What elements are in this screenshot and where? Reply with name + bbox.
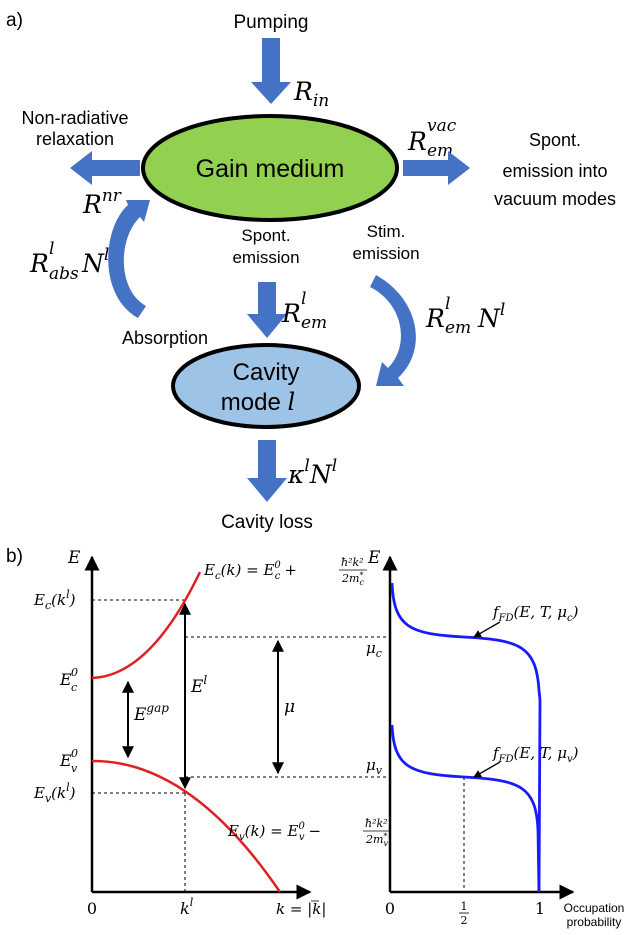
right-y-axis-label: E xyxy=(367,548,381,568)
nonrad-label-1: Non-radiative xyxy=(21,108,128,128)
fd-v-label: fFD(E, T, μv) xyxy=(492,744,579,765)
panel-a-label: a) xyxy=(6,10,23,31)
stim-em-label-1: Stim. xyxy=(367,222,406,241)
fd-curve-c xyxy=(390,582,542,701)
right-x-axis-label-2: probability xyxy=(567,915,622,929)
ev-equation: Ev(k) = E0 v − xyxy=(227,821,321,843)
right-x-half-num: 1 xyxy=(461,900,468,913)
mu-v-label: μv xyxy=(366,756,383,777)
panel-b-left: b) E El Egap μ Ec(kl) E0 c E0 v Ev(kl) Ec(… xyxy=(6,546,391,918)
spont-em-arrow xyxy=(247,282,287,338)
ev-frac-num: ħ²k² xyxy=(365,817,388,830)
ev-kl-label: Ev(kl) xyxy=(33,781,76,805)
right-x-axis-label-1: Occupation xyxy=(564,901,625,915)
pumping-label: Pumping xyxy=(234,12,309,33)
spont-em-label-2: emission xyxy=(232,248,299,267)
mu-label: μ xyxy=(284,697,295,717)
ec-frac-den: 2m* c xyxy=(341,571,364,587)
panel-a: a) Pumping Rin Gain medium Non-radiative… xyxy=(6,10,616,533)
ec-equation: Ec(k) = E0 c + xyxy=(203,560,297,582)
fd-curve-v xyxy=(390,724,541,893)
left-x-kl: kl xyxy=(180,896,194,918)
cavity-loss-label: Cavity loss xyxy=(221,512,313,533)
gain-medium-label: Gain medium xyxy=(196,155,345,183)
spont-vac-label-1: Spont. xyxy=(529,130,581,150)
panel-b-right: E μc μv fFD(E, T, μc) fFD(E, T, μv) 0 1 … xyxy=(366,548,624,929)
ec0-label: E0 c xyxy=(59,666,78,694)
left-x-axis-label: k = |k| xyxy=(276,900,326,918)
conduction-band-curve xyxy=(91,571,202,680)
nonrad-arrow xyxy=(70,151,140,185)
mu-c-label: μc xyxy=(366,639,382,660)
fd-curve-connector xyxy=(537,699,542,893)
vacuum-arrow xyxy=(403,151,470,185)
ec-kl-label: Ec(kl) xyxy=(33,588,76,612)
rate-em: Rl em xyxy=(281,289,327,333)
valence-band-curve xyxy=(91,759,282,893)
cavity-label-2: mode l xyxy=(221,388,295,416)
egap-label: Egap xyxy=(133,701,169,725)
ec-frac-num: ħ²k² xyxy=(341,556,364,569)
left-x-zero: 0 xyxy=(87,899,97,918)
fd-v-pointer xyxy=(473,761,501,778)
right-x-half-den: 2 xyxy=(461,914,468,927)
nonrad-label-2: relaxation xyxy=(36,129,114,149)
stim-em-arrow xyxy=(370,275,416,386)
right-x-zero: 0 xyxy=(385,899,395,918)
rate-abs: Rl abs Nl xyxy=(29,239,109,284)
spont-vac-label-2: emission into xyxy=(502,161,607,181)
right-x-one: 1 xyxy=(535,899,545,918)
fd-c-label: fFD(E, T, μc) xyxy=(492,603,579,624)
rate-stim: Rl em Nl xyxy=(425,294,505,338)
absorption-arrow xyxy=(108,200,150,318)
spont-em-label-1: Spont. xyxy=(241,226,290,245)
cavity-label-1: Cavity xyxy=(233,359,300,386)
panel-b-label: b) xyxy=(6,546,23,567)
absorption-label: Absorption xyxy=(122,328,208,348)
cavity-loss-arrow xyxy=(247,440,287,502)
spont-vac-label-3: vacuum modes xyxy=(494,189,616,209)
rate-in: Rin xyxy=(293,77,329,111)
ev0-label: E0 v xyxy=(59,747,78,775)
rate-nr: Rnr xyxy=(82,186,122,219)
el-label: El xyxy=(190,673,207,697)
gain-medium-ellipse xyxy=(141,114,399,222)
rate-vac: Rvac em xyxy=(407,116,457,161)
fd-c-pointer xyxy=(473,621,501,638)
stim-em-label-2: emission xyxy=(352,244,419,263)
cavity-mode-ellipse xyxy=(171,343,361,429)
left-y-axis-label: E xyxy=(67,548,81,568)
rate-loss: κlNl xyxy=(287,456,337,489)
pumping-arrow xyxy=(251,38,291,104)
ev-frac-den: 2m* v xyxy=(365,832,388,848)
